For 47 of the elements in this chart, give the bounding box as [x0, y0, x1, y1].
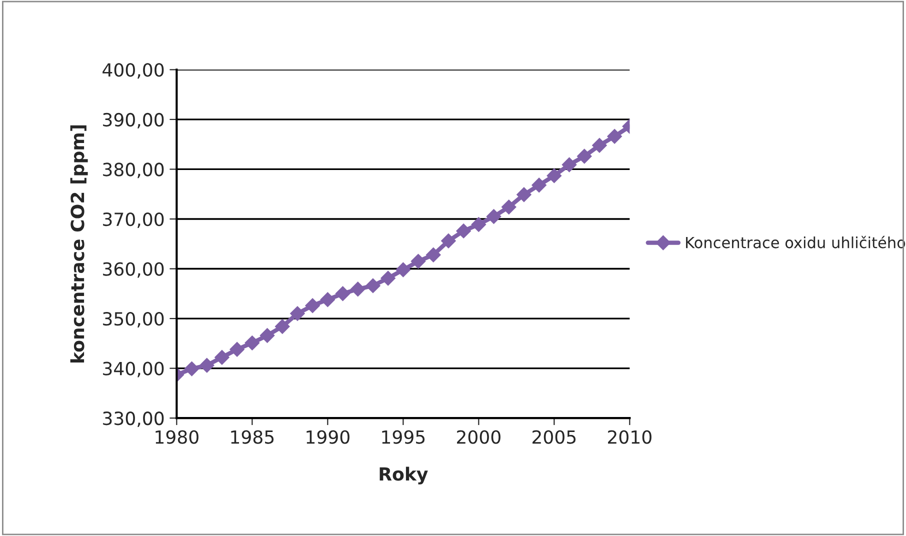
- point: [532, 178, 546, 193]
- x-tick-label: 2005: [532, 430, 576, 444]
- point: [274, 319, 290, 334]
- point: [230, 342, 244, 357]
- legend-label: Koncentrace oxidu uhličitého: [686, 236, 906, 248]
- y-tick-label: 350,00: [103, 312, 164, 328]
- y-tick-label: 380,00: [103, 162, 164, 178]
- point: [501, 200, 516, 214]
- point: [396, 262, 411, 278]
- point: [486, 209, 502, 224]
- point: [244, 336, 260, 350]
- point: [441, 234, 456, 248]
- x-tick-label: 2010: [608, 430, 652, 444]
- point: [290, 306, 305, 321]
- y-tick-label: 340,00: [103, 362, 164, 378]
- x-tick-label: 1990: [306, 430, 350, 444]
- x-tick-label: 1995: [382, 430, 425, 444]
- x-axis-title: Roky: [380, 466, 428, 484]
- point: [516, 187, 532, 202]
- point: [576, 148, 592, 164]
- point: [471, 217, 486, 232]
- y-tick-label: 360,00: [103, 262, 164, 278]
- point: [260, 328, 275, 343]
- point: [410, 254, 426, 269]
- y-tick-label: 400,00: [102, 63, 164, 79]
- point: [380, 270, 396, 286]
- point: [305, 298, 320, 313]
- x-tick-label: 2000: [457, 430, 500, 444]
- point: [335, 286, 350, 302]
- point: [562, 157, 577, 172]
- y-tick-label: 330,00: [103, 412, 164, 428]
- y-axis-title: koncentrace CO2 [ppm]: [70, 125, 88, 362]
- point: [320, 292, 336, 308]
- point: [350, 282, 366, 297]
- point: [456, 224, 471, 238]
- point: [426, 247, 441, 262]
- y-tick-label: 390,00: [103, 112, 164, 128]
- point: [199, 358, 214, 373]
- point: [607, 128, 622, 144]
- x-tick-label: 1985: [231, 430, 274, 444]
- x-tick-label: 1980: [156, 430, 198, 444]
- point: [184, 361, 200, 376]
- y-tick-label: 370,00: [103, 212, 164, 228]
- point: [592, 138, 607, 153]
- point: [546, 168, 562, 184]
- point: [366, 278, 380, 294]
- point: [214, 350, 230, 365]
